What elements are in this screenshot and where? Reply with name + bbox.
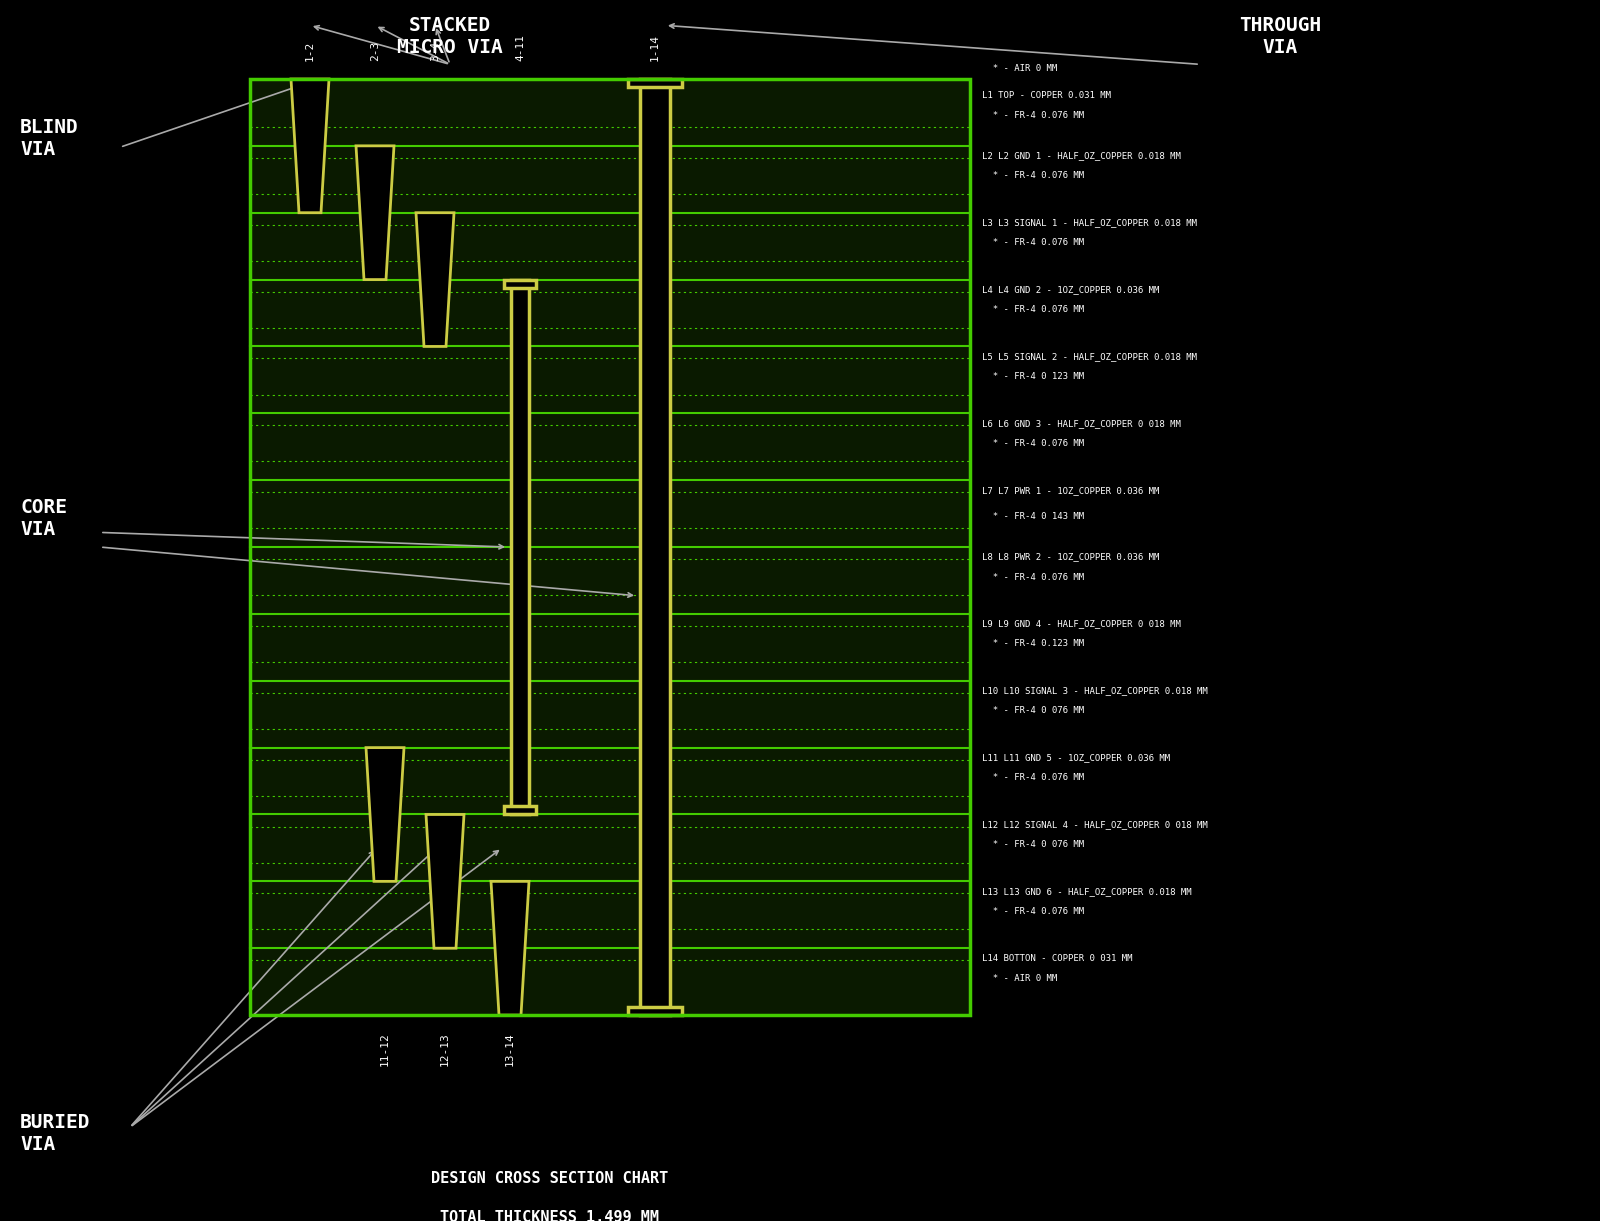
Bar [504,280,536,288]
Text: L14 BOTTON - COPPER 0 031 MM: L14 BOTTON - COPPER 0 031 MM [982,954,1133,962]
Polygon shape [416,212,454,347]
Text: * - FR-4 0.076 MM: * - FR-4 0.076 MM [982,773,1085,783]
Text: L12 L12 SIGNAL 4 - HALF_OZ_COPPER 0 018 MM: L12 L12 SIGNAL 4 - HALF_OZ_COPPER 0 018 … [982,821,1208,829]
Text: L7 L7 PWR 1 - 1OZ_COPPER 0.036 MM: L7 L7 PWR 1 - 1OZ_COPPER 0.036 MM [982,486,1160,495]
Bar [250,79,970,1015]
Bar [504,806,536,814]
Text: TOTAL THICKNESS 1.499 MM: TOTAL THICKNESS 1.499 MM [440,1210,659,1221]
Polygon shape [355,145,394,280]
Bar [627,79,682,87]
Text: 11-12: 11-12 [381,1033,390,1066]
Text: L2 L2 GND 1 - HALF_OZ_COPPER 0.018 MM: L2 L2 GND 1 - HALF_OZ_COPPER 0.018 MM [982,151,1181,160]
Text: * - FR-4 0 076 MM: * - FR-4 0 076 MM [982,840,1085,849]
Text: L1 TOP - COPPER 0.031 MM: L1 TOP - COPPER 0.031 MM [982,92,1110,100]
Text: THROUGH
VIA: THROUGH VIA [1238,16,1322,56]
Polygon shape [491,882,530,1015]
Text: * - FR-4 0.076 MM: * - FR-4 0.076 MM [982,305,1085,314]
Text: DESIGN CROSS SECTION CHART: DESIGN CROSS SECTION CHART [432,1171,669,1186]
Text: 12-13: 12-13 [440,1033,450,1066]
Text: L11 L11 GND 5 - 1OZ_COPPER 0.036 MM: L11 L11 GND 5 - 1OZ_COPPER 0.036 MM [982,753,1170,762]
Text: L4 L4 GND 2 - 1OZ_COPPER 0.036 MM: L4 L4 GND 2 - 1OZ_COPPER 0.036 MM [982,286,1160,294]
Text: STACKED
MICRO VIA: STACKED MICRO VIA [397,16,502,56]
Text: * - FR-4 0 076 MM: * - FR-4 0 076 MM [982,707,1085,716]
Text: L13 L13 GND 6 - HALF_OZ_COPPER 0.018 MM: L13 L13 GND 6 - HALF_OZ_COPPER 0.018 MM [982,886,1192,896]
Text: * - FR-4 0 123 MM: * - FR-4 0 123 MM [982,372,1085,381]
Text: L9 L9 GND 4 - HALF_OZ_COPPER 0 018 MM: L9 L9 GND 4 - HALF_OZ_COPPER 0 018 MM [982,619,1181,629]
Text: 1-2: 1-2 [306,42,315,61]
Text: L8 L8 PWR 2 - 1OZ_COPPER 0.036 MM: L8 L8 PWR 2 - 1OZ_COPPER 0.036 MM [982,553,1160,562]
Text: * - AIR 0 MM: * - AIR 0 MM [982,65,1058,73]
Text: * - FR-4 0 143 MM: * - FR-4 0 143 MM [982,513,1085,521]
Text: * - FR-4 0.076 MM: * - FR-4 0.076 MM [982,573,1085,581]
Text: CORE
VIA: CORE VIA [19,498,67,540]
Text: BLIND
VIA: BLIND VIA [19,118,78,159]
Text: * - FR-4 0.076 MM: * - FR-4 0.076 MM [982,907,1085,916]
Bar [627,1007,682,1015]
Text: * - FR-4 0.076 MM: * - FR-4 0.076 MM [982,238,1085,248]
Text: L5 L5 SIGNAL 2 - HALF_OZ_COPPER 0.018 MM: L5 L5 SIGNAL 2 - HALF_OZ_COPPER 0.018 MM [982,352,1197,361]
Text: L3 L3 SIGNAL 1 - HALF_OZ_COPPER 0.018 MM: L3 L3 SIGNAL 1 - HALF_OZ_COPPER 0.018 MM [982,219,1197,227]
Text: * - FR-4 0.076 MM: * - FR-4 0.076 MM [982,111,1085,120]
Text: BURIED
VIA: BURIED VIA [19,1112,91,1154]
Text: 4-11: 4-11 [515,34,525,61]
Bar [250,79,970,1015]
Text: 13-14: 13-14 [506,1033,515,1066]
Bar [510,280,530,814]
Text: * - FR-4 0.123 MM: * - FR-4 0.123 MM [982,640,1085,648]
Polygon shape [291,79,330,212]
Text: 3-4: 3-4 [430,42,440,61]
Text: * - FR-4 0.076 MM: * - FR-4 0.076 MM [982,438,1085,448]
Text: * - AIR 0 MM: * - AIR 0 MM [982,974,1058,983]
Bar [640,79,670,1015]
Text: * - FR-4 0.076 MM: * - FR-4 0.076 MM [982,171,1085,181]
Polygon shape [426,814,464,949]
Text: 1-14: 1-14 [650,34,661,61]
Text: L6 L6 GND 3 - HALF_OZ_COPPER 0 018 MM: L6 L6 GND 3 - HALF_OZ_COPPER 0 018 MM [982,419,1181,427]
Text: L10 L10 SIGNAL 3 - HALF_OZ_COPPER 0.018 MM: L10 L10 SIGNAL 3 - HALF_OZ_COPPER 0.018 … [982,686,1208,695]
Text: 2-3: 2-3 [370,42,381,61]
Polygon shape [366,747,403,882]
